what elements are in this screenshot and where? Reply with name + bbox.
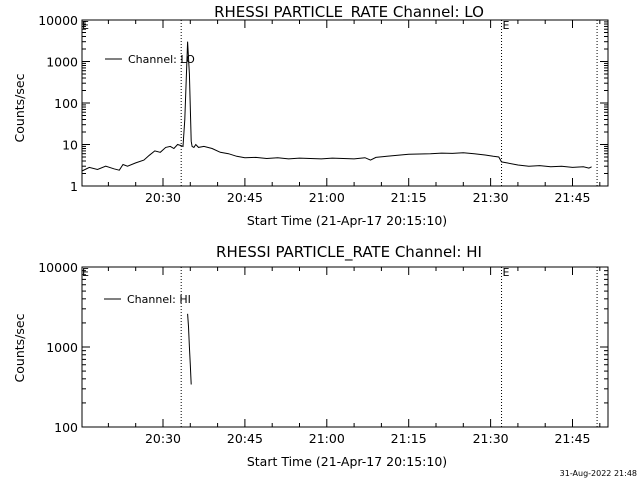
- vertical-marker-label: E: [503, 266, 510, 279]
- corner-marker: E: [82, 19, 89, 32]
- legend-entry: Channel: LO: [128, 53, 195, 66]
- x-tick-label: 20:30: [145, 431, 181, 446]
- x-tick-label: 20:30: [145, 190, 181, 205]
- legend: Channel: LO: [105, 53, 195, 66]
- x-tick-label: 21:00: [309, 431, 345, 446]
- x-tick-label: 21:30: [473, 190, 509, 205]
- panel-hi: RHESSI PARTICLE_RATE Channel: HI Counts/…: [12, 243, 609, 469]
- y-tick-label: 10000: [38, 260, 78, 275]
- y-tick-label: 1: [70, 179, 78, 194]
- x-tick-label: 21:15: [391, 431, 427, 446]
- legend-entry: Channel: HI: [127, 293, 191, 306]
- y-tick-label: 1000: [46, 340, 78, 355]
- x-axis-label: Start Time (21-Apr-17 20:15:10): [247, 213, 447, 228]
- y-axis-label: Counts/sec: [12, 313, 27, 382]
- x-tick-label: 20:45: [227, 190, 263, 205]
- series-line: [187, 313, 192, 385]
- chart-title: RHESSI PARTICLE_RATE Channel: LO: [214, 3, 484, 22]
- y-tick-label: 10: [62, 138, 78, 153]
- footer-timestamp: 31-Aug-2022 21:48: [560, 469, 637, 478]
- y-tick-label: 100: [54, 96, 78, 111]
- series-line: [81, 41, 592, 172]
- chart-title: RHESSI PARTICLE_RATE Channel: HI: [216, 243, 482, 262]
- x-axis-label: Start Time (21-Apr-17 20:15:10): [247, 454, 447, 469]
- x-tick-label: 21:45: [554, 431, 590, 446]
- panel-lo: RHESSI PARTICLE_RATE Channel: LO Counts/…: [12, 3, 609, 228]
- x-tick-label: 21:15: [391, 190, 427, 205]
- plot-frame: [81, 19, 609, 187]
- x-tick-label: 20:45: [227, 431, 263, 446]
- y-tick-label: 10000: [38, 13, 78, 28]
- chart-marks: 20:30 20:45 21:00 21:15 21:30 21:45 1 10 100 1000…: [38, 13, 609, 205]
- corner-marker: E: [82, 266, 89, 279]
- legend: Channel: HI: [104, 293, 191, 306]
- x-tick-label: 21:30: [473, 431, 509, 446]
- x-tick-label: 21:00: [309, 190, 345, 205]
- x-tick-label: 21:45: [554, 190, 590, 205]
- chart-marks: 20:30 20:45 21:00 21:15 21:30 21:45 100 1000 100…: [38, 260, 609, 446]
- y-tick-label: 1000: [46, 55, 78, 70]
- plot-frame: [81, 266, 609, 428]
- vertical-marker-label: E: [503, 19, 510, 32]
- y-axis-label: Counts/sec: [12, 73, 27, 142]
- y-tick-label: 100: [54, 420, 78, 435]
